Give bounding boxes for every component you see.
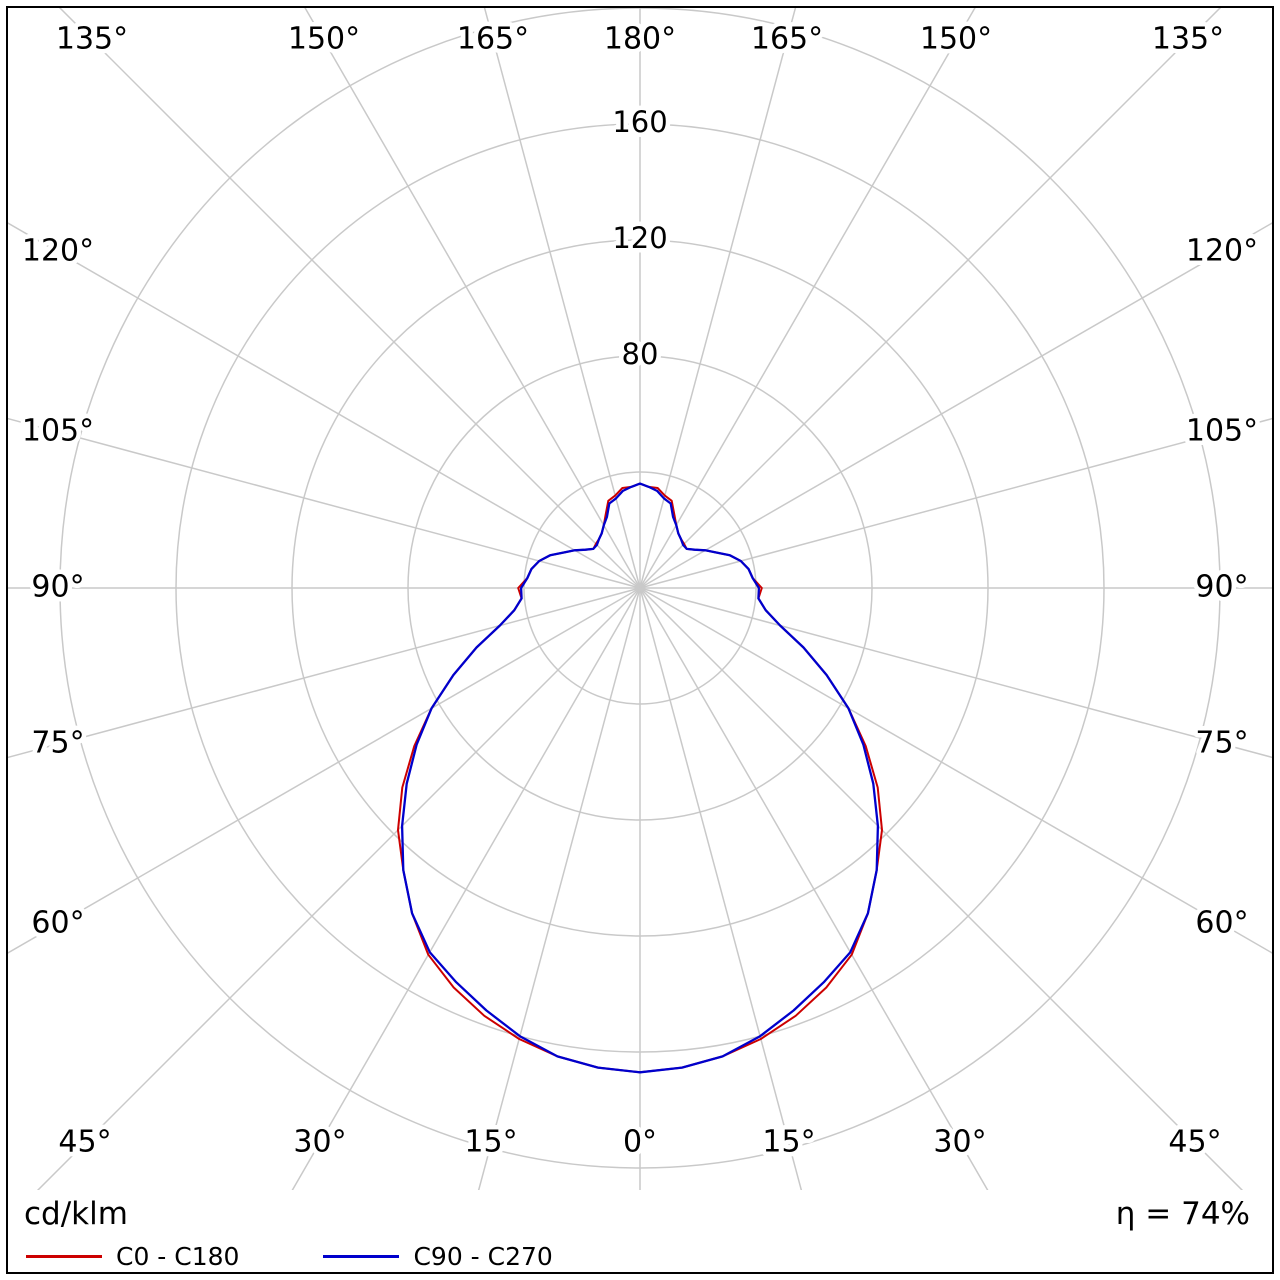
angle-label: 150°	[288, 22, 360, 57]
grid-circle	[407, 355, 873, 821]
angle-label: 120°	[1186, 234, 1258, 269]
angle-label: 90°	[31, 570, 84, 605]
grid-radial-line	[639, 8, 976, 589]
grid-radial-line	[8, 417, 641, 589]
angle-label: 165°	[751, 22, 823, 57]
legend-item-label: C90 - C270	[413, 1242, 553, 1271]
angle-label: 15°	[762, 1125, 815, 1160]
grid-radial-line	[639, 222, 1272, 589]
curve-c90-c270	[400, 482, 880, 1074]
grid-radial-line	[8, 587, 641, 954]
legend: cd/klm η = 74% C0 - C180 C90 - C270	[24, 1196, 1250, 1274]
angle-label: 120°	[22, 234, 94, 269]
radial-tick-label: 80	[622, 337, 659, 371]
angle-label: 105°	[22, 414, 94, 449]
grid-radial-line	[639, 417, 1272, 589]
angle-label: 60°	[31, 906, 84, 941]
grid-radial-line	[639, 8, 1222, 589]
legend-item-c90: C90 - C270	[323, 1242, 553, 1271]
efficiency-label: η = 74%	[1115, 1196, 1250, 1232]
legend-item-label: C0 - C180	[116, 1242, 240, 1271]
angle-label: 135°	[1152, 22, 1224, 57]
grid-radial-line	[639, 587, 989, 1190]
grid-circle	[291, 239, 989, 937]
grid-radial-line	[639, 587, 1272, 759]
grid-radial-line	[58, 8, 641, 589]
grid-radial-line	[8, 587, 641, 759]
angle-label: 135°	[56, 22, 128, 57]
angle-label: 105°	[1186, 414, 1258, 449]
c0-line-swatch	[26, 1255, 102, 1258]
grid-radial-line	[483, 8, 641, 589]
grid-radial-line	[639, 587, 1272, 954]
grid-radial-line	[8, 222, 641, 589]
angle-label: 75°	[31, 726, 84, 761]
angle-label: 0°	[623, 1125, 657, 1160]
polar-grid	[8, 8, 1272, 1190]
angle-label: 60°	[1195, 906, 1248, 941]
legend-items: C0 - C180 C90 - C270	[26, 1242, 553, 1271]
angle-label: 75°	[1195, 726, 1248, 761]
grid-circle	[59, 8, 1221, 1169]
grid-radial-line	[36, 587, 641, 1190]
angle-label: 150°	[920, 22, 992, 57]
grid-radial-line	[639, 587, 1244, 1190]
polar-plot: 80 120 160 0° 15° 15° 30° 30° 45° 45° 60° 60° 75° 75°…	[8, 8, 1272, 1190]
grid-radial-line	[477, 587, 641, 1190]
radial-tick-label: 120	[612, 221, 667, 255]
grid-radial-line	[639, 8, 797, 589]
polar-plot-svg: 80 120 160 0° 15° 15° 30° 30° 45° 45° 60° 60° 75° 75°…	[8, 8, 1272, 1190]
angle-label: 30°	[293, 1125, 346, 1160]
units-label: cd/klm	[24, 1196, 128, 1232]
grid-radial-line	[639, 587, 803, 1190]
grid-radial-line	[304, 8, 641, 589]
angle-label: 165°	[457, 22, 529, 57]
grid-circle	[175, 123, 1105, 1053]
grid-circle	[523, 471, 757, 705]
c90-line-swatch	[323, 1255, 400, 1258]
angle-label: 180°	[604, 22, 676, 57]
angle-label: 30°	[933, 1125, 986, 1160]
legend-item-c0: C0 - C180	[26, 1242, 239, 1271]
angle-label: 90°	[1195, 570, 1248, 605]
angle-label: 15°	[464, 1125, 517, 1160]
angle-label: 45°	[58, 1125, 111, 1160]
radial-tick-label: 160	[612, 105, 667, 139]
grid-radial-line	[291, 587, 641, 1190]
angle-label: 45°	[1168, 1125, 1221, 1160]
